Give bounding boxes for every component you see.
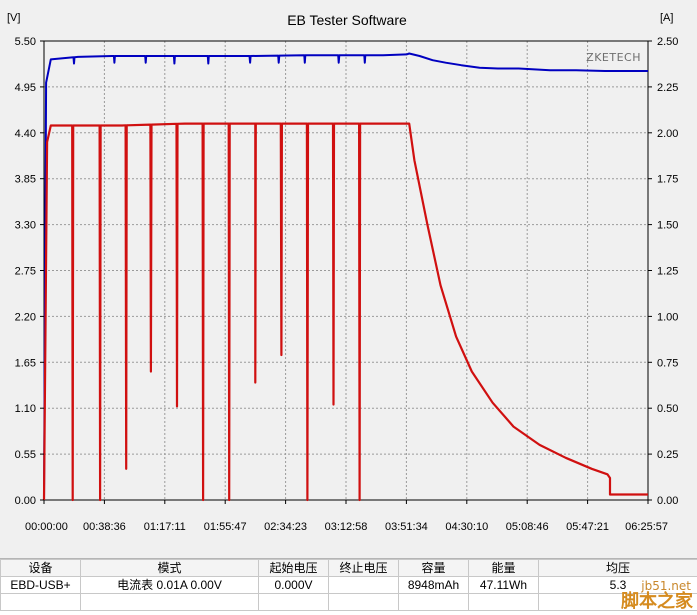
cell-end-voltage <box>329 577 399 594</box>
left-tick-label: 2.20 <box>15 311 36 323</box>
grid-layer <box>44 41 648 500</box>
right-tick-label: 0.50 <box>657 403 678 415</box>
cell-start-voltage: 0.000V <box>259 577 329 594</box>
cell-mode: 电流表 0.01A 0.00V <box>81 577 259 594</box>
left-tick-label: 4.40 <box>15 128 36 140</box>
chart-title: EB Tester Software <box>287 12 407 28</box>
right-tick-label: 1.00 <box>657 311 678 323</box>
x-tick-label: 03:12:58 <box>325 521 368 533</box>
left-tick-label: 1.65 <box>15 357 36 369</box>
table-header-row: 设备 模式 起始电压 终止电压 容量 能量 均压 <box>1 560 697 577</box>
cell-energy: 47.11Wh <box>469 577 539 594</box>
left-tick-label: 4.95 <box>15 82 36 94</box>
left-tick-label: 3.30 <box>15 220 36 232</box>
header-energy: 能量 <box>469 560 539 577</box>
right-tick-label: 1.25 <box>657 266 678 278</box>
chart-area: EB Tester Software [V] [A] ZKETECH 0.00 0… <box>0 0 697 556</box>
header-mode: 模式 <box>81 560 259 577</box>
left-tick-label: 1.10 <box>15 403 36 415</box>
x-tick-label: 00:00:00 <box>25 521 68 533</box>
right-tick-label: 2.00 <box>657 128 678 140</box>
x-tick-label: 00:38:36 <box>83 521 126 533</box>
header-end-voltage: 终止电压 <box>329 560 399 577</box>
zketech-watermark: ZKETECH <box>586 51 641 64</box>
x-tick-label: 05:08:46 <box>506 521 549 533</box>
header-start-voltage: 起始电压 <box>259 560 329 577</box>
left-tick-label: 2.75 <box>15 266 36 278</box>
right-tick-label: 1.50 <box>657 220 678 232</box>
right-tick-label: 0.00 <box>657 495 678 507</box>
x-tick-label: 06:25:57 <box>625 521 668 533</box>
right-tick-label: 0.75 <box>657 357 678 369</box>
left-tick-label: 5.50 <box>15 36 36 48</box>
header-capacity: 容量 <box>399 560 469 577</box>
left-tick-label: 0.00 <box>15 495 36 507</box>
right-tick-label: 0.25 <box>657 449 678 461</box>
current-series-line <box>44 124 648 500</box>
header-avg-voltage: 均压 <box>539 560 697 577</box>
cell-device: EBD-USB+ <box>1 577 81 594</box>
x-tick-label: 05:47:21 <box>566 521 609 533</box>
left-unit-label: [V] <box>7 12 20 24</box>
cell-capacity: 8948mAh <box>399 577 469 594</box>
right-tick-label: 2.25 <box>657 82 678 94</box>
site-watermark: jb51.net 脚本之家 <box>577 575 697 615</box>
left-tick-label: 3.85 <box>15 174 36 186</box>
x-tick-label: 01:55:47 <box>204 521 247 533</box>
summary-table-container: 设备 模式 起始电压 终止电压 容量 能量 均压 EBD-USB+ 电流表 0.… <box>0 558 697 615</box>
chart-svg: EB Tester Software [V] [A] ZKETECH 0.00 0… <box>0 0 697 556</box>
right-unit-label: [A] <box>660 12 673 24</box>
x-tick-label: 04:30:10 <box>445 521 488 533</box>
x-tick-label: 01:17:11 <box>144 521 186 533</box>
site-watermark-name: 脚本之家 <box>621 587 693 613</box>
right-tick-label: 1.75 <box>657 174 678 186</box>
left-tick-label: 0.55 <box>15 449 36 461</box>
x-tick-label: 02:34:23 <box>264 521 307 533</box>
x-tick-label: 03:51:34 <box>385 521 428 533</box>
right-tick-label: 2.50 <box>657 36 678 48</box>
header-device: 设备 <box>1 560 81 577</box>
